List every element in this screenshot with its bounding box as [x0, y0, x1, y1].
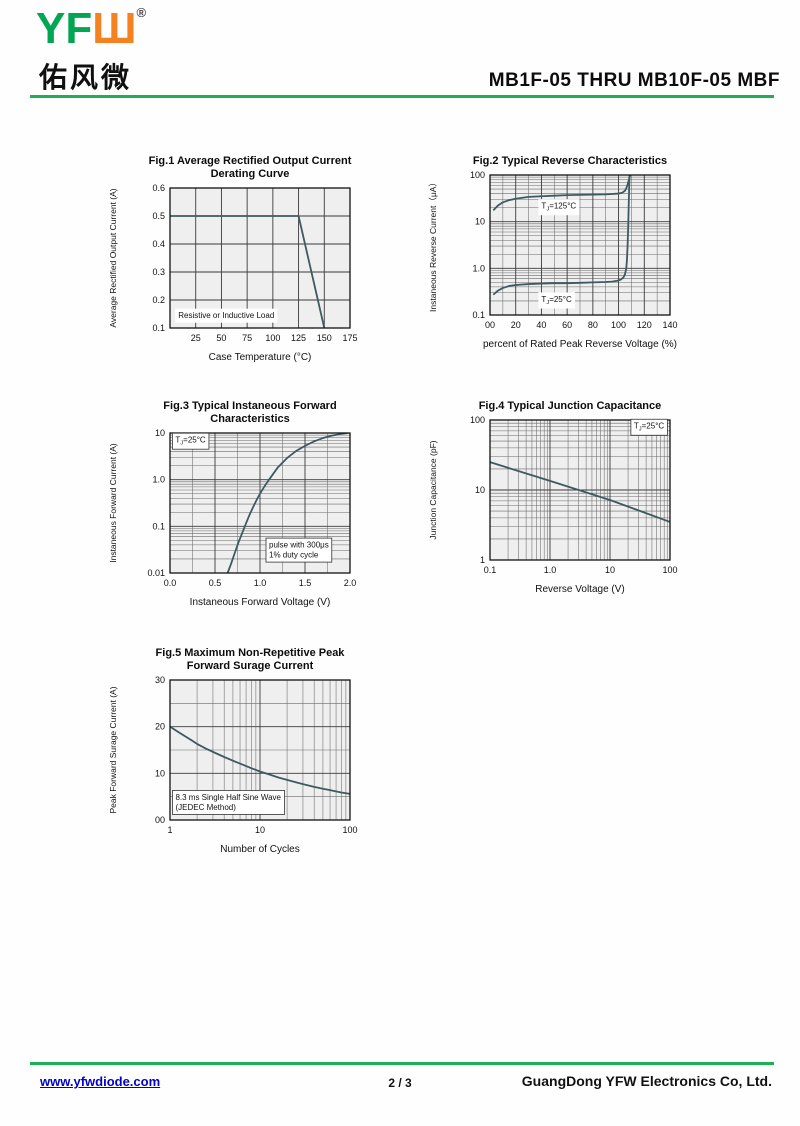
svg-text:00: 00	[485, 320, 495, 330]
figure-1: Fig.1 Average Rectified Output Current D…	[100, 155, 400, 382]
svg-text:0.4: 0.4	[152, 239, 165, 249]
fig2-title-line1: Fig.2 Typical Reverse Characteristics	[472, 155, 668, 167]
figure-2: Fig.2 Typical Reverse Characteristics TJ…	[420, 155, 720, 369]
fig5-title-line1: Fig.5 Maximum Non-Repetitive Peak	[155, 647, 345, 659]
svg-text:Instaneous Reverse Current（μA）: Instaneous Reverse Current（μA）	[428, 178, 438, 312]
svg-text:Number of Cycles: Number of Cycles	[220, 844, 299, 855]
svg-text:0.1: 0.1	[484, 565, 497, 575]
svg-text:00: 00	[155, 815, 165, 825]
fig4-title-line1: Fig.4 Typical Junction Capacitance	[478, 400, 662, 412]
svg-text:80: 80	[588, 320, 598, 330]
svg-text:0.1: 0.1	[152, 521, 165, 531]
company-name: GuangDong YFW Electronics Co, Ltd.	[521, 1073, 772, 1089]
website-link[interactable]: www.yfwdiode.com	[40, 1074, 161, 1089]
svg-text:0.5: 0.5	[209, 578, 222, 588]
svg-text:1.0: 1.0	[544, 565, 557, 575]
svg-text:1.5: 1.5	[299, 578, 312, 588]
svg-text:Reverse Voltage (V): Reverse Voltage (V)	[535, 584, 625, 595]
svg-text:10: 10	[475, 485, 485, 495]
svg-text:0.1: 0.1	[152, 323, 165, 333]
svg-text:Instaneous Forward Current (A): Instaneous Forward Current (A)	[108, 443, 118, 563]
svg-text:0.0: 0.0	[164, 578, 177, 588]
svg-text:40: 40	[536, 320, 546, 330]
svg-text:175: 175	[342, 333, 357, 343]
footer-rule	[30, 1062, 774, 1065]
fig4-junction-capacitance-chart: TJ=25°C 0.1 1.0 10 100 1 10 100 Reverse Voltage …	[428, 415, 678, 595]
svg-text:20: 20	[155, 722, 165, 732]
svg-text:1: 1	[480, 555, 485, 565]
yfw-logo: YFШ®	[36, 6, 146, 51]
svg-text:60: 60	[562, 320, 572, 330]
svg-text:TJ=25°C: TJ=25°C	[175, 436, 206, 447]
logo-text-yf: YF	[36, 4, 93, 53]
svg-text:75: 75	[242, 333, 252, 343]
svg-text:10: 10	[605, 565, 615, 575]
svg-text:Instaneous Forward Voltage (V): Instaneous Forward Voltage (V)	[190, 597, 331, 608]
svg-text:100: 100	[611, 320, 626, 330]
svg-text:125: 125	[291, 333, 306, 343]
svg-text:1% duty cycle: 1% duty cycle	[269, 551, 319, 560]
svg-text:1.0: 1.0	[472, 263, 485, 273]
svg-text:0.1: 0.1	[472, 310, 485, 320]
svg-text:20: 20	[511, 320, 521, 330]
fig3-title-line2: Characteristics	[210, 413, 290, 425]
svg-text:100: 100	[470, 415, 485, 425]
svg-text:0.6: 0.6	[152, 183, 165, 193]
svg-text:1: 1	[167, 825, 172, 835]
logo-chinese-text: 佑风微	[39, 62, 133, 93]
svg-text:100: 100	[342, 825, 357, 835]
svg-text:50: 50	[216, 333, 226, 343]
svg-text:Peak Forward Surage Current (A: Peak Forward Surage Current (A)	[108, 686, 118, 813]
svg-text:100: 100	[470, 170, 485, 180]
svg-text:TJ=125°C: TJ=125°C	[541, 202, 576, 213]
fig1-title-line1: Fig.1 Average Rectified Output Current	[148, 155, 352, 167]
svg-text:2.0: 2.0	[344, 578, 357, 588]
svg-text:pulse with 300μs: pulse with 300μs	[269, 541, 329, 550]
svg-text:150: 150	[317, 333, 332, 343]
svg-text:0.5: 0.5	[152, 211, 165, 221]
page-number: 2 / 3	[388, 1076, 412, 1090]
svg-text:Resistive or Inductive Load: Resistive or Inductive Load	[178, 311, 274, 320]
fig2-reverse-characteristics-chart: TJ=125°C TJ=25°C 00 20 40 60 80 100 120 140 0.1 1.0…	[428, 170, 678, 350]
svg-text:Average Rectified Output Curre: Average Rectified Output Current (A)	[108, 188, 118, 327]
svg-text:10: 10	[155, 428, 165, 438]
registered-mark-icon: ®	[136, 5, 147, 20]
svg-text:1.0: 1.0	[152, 475, 165, 485]
svg-text:0.2: 0.2	[152, 295, 165, 305]
fig1-title-line2: Derating Curve	[210, 168, 290, 180]
logo-text-w: Ш	[92, 4, 137, 53]
svg-text:(JEDEC Method): (JEDEC Method)	[175, 803, 236, 812]
svg-text:1.0: 1.0	[254, 578, 267, 588]
fig3-title-line1: Fig.3 Typical Instaneous Forward	[163, 400, 337, 412]
svg-text:140: 140	[662, 320, 677, 330]
svg-text:Junction Capacitance (pF): Junction Capacitance (pF)	[428, 440, 438, 539]
svg-text:10: 10	[155, 768, 165, 778]
fig1-derating-chart: Resistive or Inductive Load 25 50 75 100 125 1…	[108, 183, 358, 363]
fig5-surge-current-chart: 8.3 ms Single Half Sine Wave(JEDEC Metho…	[108, 675, 358, 855]
svg-text:10: 10	[255, 825, 265, 835]
svg-text:0.3: 0.3	[152, 267, 165, 277]
svg-text:TJ=25°C: TJ=25°C	[634, 422, 665, 433]
fig5-title-line2: Forward Surage Current	[186, 660, 314, 672]
svg-text:0.01: 0.01	[147, 568, 165, 578]
svg-text:10: 10	[475, 217, 485, 227]
svg-text:TJ=25°C: TJ=25°C	[541, 295, 572, 306]
svg-text:100: 100	[662, 565, 677, 575]
figure-4: Fig.4 Typical Junction Capacitance TJ=25…	[420, 400, 720, 614]
svg-text:percent of Rated Peak Reverse: percent of Rated Peak Reverse Voltage (%…	[483, 339, 677, 350]
svg-text:30: 30	[155, 675, 165, 685]
svg-text:25: 25	[191, 333, 201, 343]
svg-text:120: 120	[637, 320, 652, 330]
svg-text:Case Temperature (°C): Case Temperature (°C)	[209, 352, 312, 363]
header-rule	[30, 95, 774, 98]
svg-text:8.3 ms Single Half Sine Wave: 8.3 ms Single Half Sine Wave	[175, 793, 281, 802]
figure-5: Fig.5 Maximum Non-Repetitive Peak Forwar…	[100, 647, 400, 874]
svg-text:100: 100	[265, 333, 280, 343]
part-number-title: MB1F-05 THRU MB10F-05 MBF	[488, 70, 780, 91]
figure-3: Fig.3 Typical Instaneous Forward Charact…	[100, 400, 400, 627]
